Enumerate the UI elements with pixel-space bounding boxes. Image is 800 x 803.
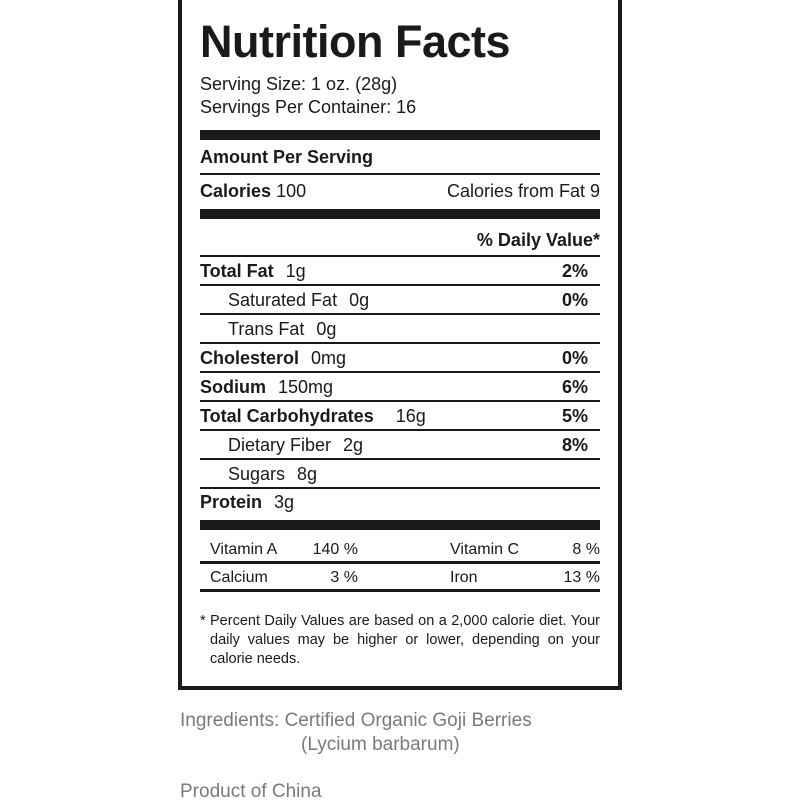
nutrient-row-sodium: Sodium 150mg 6% <box>200 373 600 402</box>
nutrient-pct: 5% <box>561 406 588 426</box>
nutrient-pct: 8% <box>561 435 588 455</box>
nutrient-row-cholesterol: Cholesterol 0mg 0% <box>200 344 600 373</box>
nutrient-amount: 0g <box>349 290 370 310</box>
nutrient-name: Sodium <box>200 377 266 397</box>
nutrient-row-dietary-fiber: Dietary Fiber 2g 8% <box>200 431 600 460</box>
nutrient-amount: 0g <box>316 319 337 339</box>
vitamin-pct: 3 % <box>330 569 358 586</box>
nutrient-amount: 0mg <box>311 348 347 368</box>
origin: Product of China <box>180 781 322 802</box>
nutrient-row-total-carbohydrates: Total Carbohydrates 16g 5% <box>200 402 600 431</box>
vitamin-name: Vitamin C <box>450 541 520 558</box>
vitamin-pct: 140 % <box>312 541 358 558</box>
calories-value: 100 <box>276 181 307 201</box>
nutrient-name: Saturated Fat <box>228 290 338 310</box>
nutrient-name: Sugars <box>228 464 286 484</box>
daily-value-header: % Daily Value* <box>476 230 600 250</box>
nutrient-pct: 6% <box>561 377 588 397</box>
calories-row: Calories 100 <box>200 181 306 202</box>
nutrient-pct: 0% <box>561 290 588 310</box>
vitamin-pct: 8 % <box>572 541 600 558</box>
nutrient-name: Total Fat <box>200 261 274 281</box>
ingredients-line-1: Ingredients: Certified Organic Goji Berr… <box>180 710 532 731</box>
footnote-text: Percent Daily Values are based on a 2,00… <box>210 613 600 667</box>
nutrient-row-trans-fat: Trans Fat 0g <box>200 315 600 344</box>
nutrient-row-sugars: Sugars 8g <box>200 460 600 489</box>
nutrient-name: Protein <box>200 492 263 512</box>
thin-divider <box>200 255 600 257</box>
ingredients-line-2: (Lycium barbarum) <box>301 734 460 755</box>
nutrient-amount: 8g <box>297 464 318 484</box>
nutrient-pct: 2% <box>561 261 588 281</box>
thick-divider <box>200 130 600 140</box>
nutrient-name: Total Carbohydrates <box>200 406 374 426</box>
vitamin-name: Calcium <box>210 569 268 586</box>
nutrient-row-saturated-fat: Saturated Fat 0g 0% <box>200 286 600 315</box>
nutrient-amount: 3g <box>274 492 295 512</box>
thin-divider <box>200 173 600 175</box>
footnote-mark: * <box>200 613 206 629</box>
nutrient-amount: 2g <box>343 435 364 455</box>
nutrient-row-total-fat: Total Fat 1g 2% <box>200 257 600 286</box>
nutrient-name: Cholesterol <box>200 348 300 368</box>
vitamin-name: Vitamin A <box>210 541 278 558</box>
nutrient-amount: 16g <box>395 406 426 426</box>
nutrition-label-border <box>178 0 622 690</box>
vitamin-row: Calcium 3 % Iron 13 % <box>200 564 600 592</box>
thick-divider <box>200 209 600 219</box>
nutrient-pct: 0% <box>561 348 588 368</box>
servings-per-container: Servings Per Container: 16 <box>200 97 417 117</box>
thick-divider <box>200 520 600 530</box>
vitamin-pct: 13 % <box>563 569 600 586</box>
nutrient-amount: 1g <box>285 261 306 281</box>
vitamin-row: Vitamin A 140 % Vitamin C 8 % <box>200 536 600 564</box>
nutrient-amount: 150mg <box>278 377 334 397</box>
amount-per-serving: Amount Per Serving <box>200 147 374 167</box>
vitamin-name: Iron <box>450 569 478 586</box>
footnote: * Percent Daily Values are based on a 2,… <box>200 612 600 669</box>
calories-label: Calories <box>200 181 272 201</box>
serving-size: Serving Size: 1 oz. (28g) <box>200 74 398 94</box>
nutrient-name: Dietary Fiber <box>228 435 332 455</box>
label-title: Nutrition Facts <box>200 16 511 67</box>
nutrient-row-protein: Protein 3g <box>200 488 600 517</box>
calories-from-fat: Calories from Fat 9 <box>446 181 600 201</box>
nutrient-name: Trans Fat <box>228 319 305 339</box>
